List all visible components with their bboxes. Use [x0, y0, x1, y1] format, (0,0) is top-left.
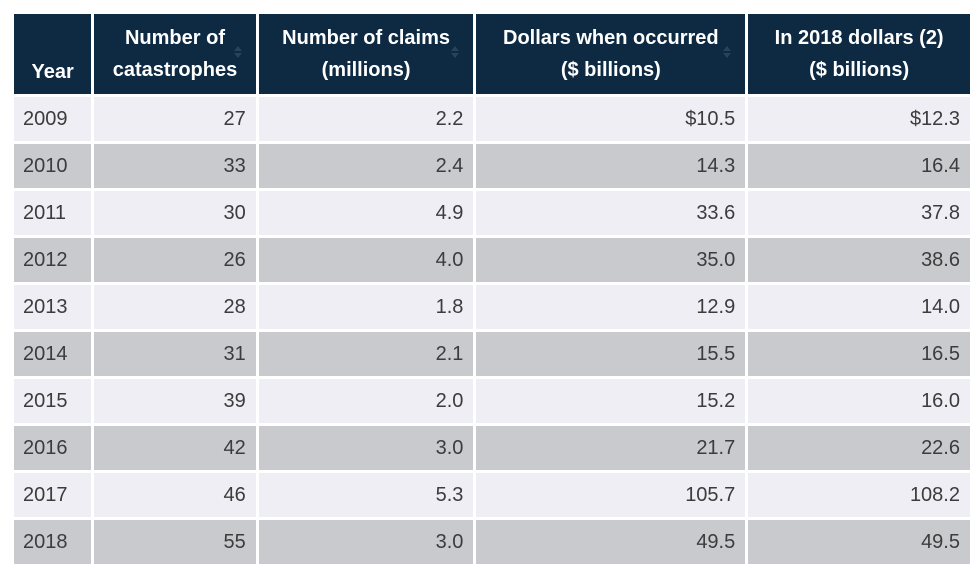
cell-dollars-occurred: 21.7: [476, 426, 746, 470]
table-row: 2014 31 2.1 15.5 16.5: [14, 332, 970, 376]
cell-dollars-occurred: 105.7: [476, 473, 746, 517]
cell-dollars-occurred: 12.9: [476, 285, 746, 329]
table-row: 2017 46 5.3 105.7 108.2: [14, 473, 970, 517]
cell-catastrophes: 28: [94, 285, 256, 329]
cell-2018-dollars: 37.8: [748, 191, 970, 235]
cell-year: 2016: [14, 426, 92, 470]
cell-2018-dollars: 38.6: [748, 238, 970, 282]
table-row: 2009 27 2.2 $10.5 $12.3: [14, 97, 970, 141]
cell-year: 2013: [14, 285, 92, 329]
cell-dollars-occurred: $10.5: [476, 97, 746, 141]
cell-claims: 2.0: [258, 379, 474, 423]
cell-catastrophes: 39: [94, 379, 256, 423]
column-header-2018-dollars[interactable]: In 2018 dollars (2) ($ billions): [748, 14, 970, 94]
column-header-label: Year: [31, 61, 74, 83]
column-header-label: Number of claims: [282, 27, 450, 49]
cell-2018-dollars: 14.0: [748, 285, 970, 329]
column-header-label: ($ billions): [560, 59, 661, 81]
column-header-label: Dollars when occurred: [503, 27, 719, 49]
table-row: 2010 33 2.4 14.3 16.4: [14, 144, 970, 188]
table-row: 2011 30 4.9 33.6 37.8: [14, 191, 970, 235]
cell-dollars-occurred: 49.5: [476, 520, 746, 564]
cell-catastrophes: 33: [94, 144, 256, 188]
sort-icon[interactable]: [451, 46, 460, 58]
header-row: Year Number of catastrophes Number of cl…: [14, 14, 970, 94]
cell-2018-dollars: 16.5: [748, 332, 970, 376]
cell-year: 2015: [14, 379, 92, 423]
cell-dollars-occurred: 15.5: [476, 332, 746, 376]
cell-2018-dollars: 108.2: [748, 473, 970, 517]
column-header-label: (millions): [321, 59, 411, 81]
column-header-catastrophes[interactable]: Number of catastrophes: [94, 14, 256, 94]
column-header-claims[interactable]: Number of claims (millions): [258, 14, 474, 94]
cell-claims: 3.0: [258, 426, 474, 470]
cell-catastrophes: 46: [94, 473, 256, 517]
column-header-label: Number of: [124, 27, 225, 49]
cell-year: 2010: [14, 144, 92, 188]
cell-2018-dollars: $12.3: [748, 97, 970, 141]
cell-year: 2011: [14, 191, 92, 235]
cell-claims: 4.0: [258, 238, 474, 282]
cell-claims: 2.1: [258, 332, 474, 376]
cell-year: 2017: [14, 473, 92, 517]
catastrophe-table: Year Number of catastrophes Number of cl…: [11, 11, 973, 567]
cell-catastrophes: 27: [94, 97, 256, 141]
table-body: 2009 27 2.2 $10.5 $12.3 2010 33 2.4 14.3 16.4 2011…: [14, 97, 970, 564]
sort-icon[interactable]: [723, 46, 732, 58]
cell-year: 2009: [14, 97, 92, 141]
column-header-dollars-occurred[interactable]: Dollars when occurred ($ billions): [476, 14, 746, 94]
cell-catastrophes: 26: [94, 238, 256, 282]
cell-year: 2012: [14, 238, 92, 282]
cell-claims: 3.0: [258, 520, 474, 564]
cell-catastrophes: 30: [94, 191, 256, 235]
column-header-label: catastrophes: [112, 59, 238, 81]
cell-2018-dollars: 16.4: [748, 144, 970, 188]
cell-dollars-occurred: 33.6: [476, 191, 746, 235]
table-row: 2016 42 3.0 21.7 22.6: [14, 426, 970, 470]
table-row: 2013 28 1.8 12.9 14.0: [14, 285, 970, 329]
cell-dollars-occurred: 14.3: [476, 144, 746, 188]
cell-catastrophes: 42: [94, 426, 256, 470]
cell-year: 2018: [14, 520, 92, 564]
table-row: 2015 39 2.0 15.2 16.0: [14, 379, 970, 423]
cell-dollars-occurred: 15.2: [476, 379, 746, 423]
column-header-label: In 2018 dollars (2): [774, 27, 944, 49]
cell-2018-dollars: 16.0: [748, 379, 970, 423]
cell-claims: 4.9: [258, 191, 474, 235]
table-row: 2018 55 3.0 49.5 49.5: [14, 520, 970, 564]
cell-2018-dollars: 49.5: [748, 520, 970, 564]
cell-dollars-occurred: 35.0: [476, 238, 746, 282]
cell-catastrophes: 55: [94, 520, 256, 564]
sort-icon[interactable]: [233, 46, 242, 58]
cell-catastrophes: 31: [94, 332, 256, 376]
catastrophe-table-container: Year Number of catastrophes Number of cl…: [14, 14, 970, 564]
column-header-year[interactable]: Year: [14, 14, 92, 94]
cell-claims: 5.3: [258, 473, 474, 517]
table-row: 2012 26 4.0 35.0 38.6: [14, 238, 970, 282]
cell-year: 2014: [14, 332, 92, 376]
cell-claims: 2.4: [258, 144, 474, 188]
cell-claims: 1.8: [258, 285, 474, 329]
cell-2018-dollars: 22.6: [748, 426, 970, 470]
cell-claims: 2.2: [258, 97, 474, 141]
column-header-label: ($ billions): [809, 59, 910, 81]
